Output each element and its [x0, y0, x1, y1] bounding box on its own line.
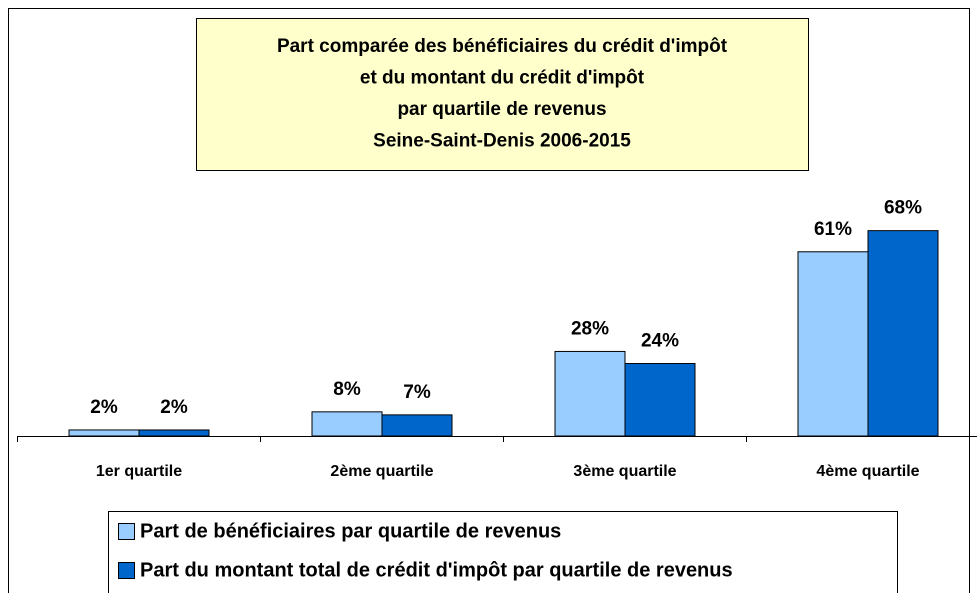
legend-box	[108, 511, 898, 593]
bar	[797, 251, 869, 437]
data-label: 7%	[403, 382, 431, 403]
bar	[381, 414, 453, 437]
chart-title: Seine-Saint-Denis 2006-2015	[373, 131, 631, 152]
bar	[624, 363, 696, 437]
legend-swatch	[118, 523, 135, 540]
data-label: 2%	[160, 397, 188, 418]
x-tick-label: 2ème quartile	[330, 463, 433, 480]
data-label: 2%	[90, 397, 118, 418]
bar	[867, 230, 939, 437]
data-label: 24%	[641, 331, 679, 352]
legend-swatch	[118, 562, 135, 579]
data-label: 68%	[884, 198, 922, 219]
bar	[311, 411, 383, 437]
bar	[138, 429, 210, 437]
data-label: 8%	[333, 379, 361, 400]
chart-title: par quartile de revenus	[397, 99, 606, 120]
x-tick-label: 3ème quartile	[573, 463, 676, 480]
title-box	[196, 18, 809, 171]
legend-label: Part de bénéficiaires par quartile de re…	[140, 520, 561, 542]
chart-title: Part comparée des bénéficiaires du crédi…	[277, 36, 728, 57]
legend-label: Part du montant total de crédit d'impôt …	[140, 559, 733, 581]
data-label: 61%	[814, 219, 852, 240]
x-tick-label: 4ème quartile	[816, 463, 919, 480]
data-label: 28%	[571, 318, 609, 339]
x-tick-label: 1er quartile	[96, 463, 182, 480]
chart-title: et du montant du crédit d'impôt	[360, 68, 645, 89]
bar	[554, 350, 626, 437]
bar	[68, 429, 140, 437]
